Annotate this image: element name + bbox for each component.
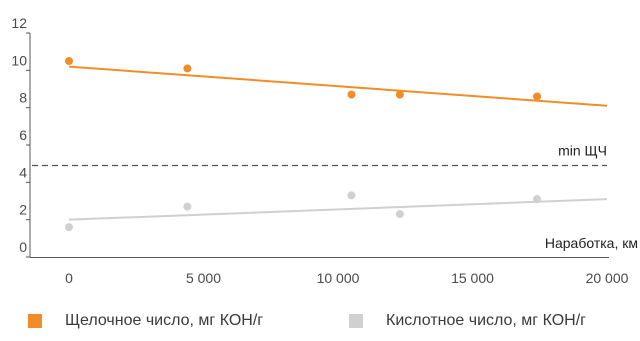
y-tick-label: 0 xyxy=(19,239,27,255)
legend-swatch-alkaline xyxy=(28,314,42,328)
legend-swatch-acid xyxy=(349,314,363,328)
trend-line-series-1 xyxy=(68,198,608,221)
min-reference-label: min ЩЧ xyxy=(558,143,607,159)
data-point-series-0 xyxy=(65,57,73,65)
trend-line-series-0 xyxy=(68,65,608,107)
data-point-series-1 xyxy=(183,202,192,211)
legend-label-acid: Кислотное число, мг КОН/г xyxy=(386,312,587,329)
data-point-series-0 xyxy=(347,90,356,99)
data-point-series-1 xyxy=(395,210,404,219)
data-point-series-1 xyxy=(533,195,542,204)
x-tick-label: 5 000 xyxy=(186,270,221,286)
y-tick-label: 4 xyxy=(19,164,27,180)
legend: Щелочное число, мг КОН/г Кислотное число… xyxy=(0,312,640,336)
legend-item-acid: Кислотное число, мг КОН/г xyxy=(349,312,586,330)
data-point-series-0 xyxy=(183,64,192,73)
data-points xyxy=(65,57,542,232)
y-tick-label: 10 xyxy=(11,52,27,68)
reference-line-group: min ЩЧ xyxy=(32,143,607,167)
trend-lines xyxy=(68,65,608,221)
data-point-series-0 xyxy=(533,92,542,101)
x-tick-label: 0 xyxy=(65,270,73,286)
data-point-series-1 xyxy=(347,191,356,200)
data-point-series-1 xyxy=(65,223,73,232)
x-axis-label: Наработка, км xyxy=(545,235,638,251)
y-tick-label: 6 xyxy=(19,127,27,143)
x-axis: 0 5 000 10 000 15 000 20 000 xyxy=(30,257,629,286)
y-tick-label: 12 xyxy=(11,15,27,31)
x-tick-label: 15 000 xyxy=(451,270,494,286)
legend-label-alkaline: Щелочное число, мг КОН/г xyxy=(65,312,264,329)
x-tick-label: 10 000 xyxy=(317,270,360,286)
x-tick-label: 20 000 xyxy=(586,270,629,286)
legend-item-alkaline: Щелочное число, мг КОН/г xyxy=(28,312,263,330)
y-tick-label: 8 xyxy=(19,90,27,106)
chart-area: 0 2 4 6 8 10 12 0 5 000 10 000 15 000 20 000 min Щ… xyxy=(11,15,638,286)
y-axis: 0 2 4 6 8 10 12 xyxy=(11,15,31,258)
y-tick-label: 2 xyxy=(19,202,27,218)
data-point-series-0 xyxy=(395,90,404,99)
